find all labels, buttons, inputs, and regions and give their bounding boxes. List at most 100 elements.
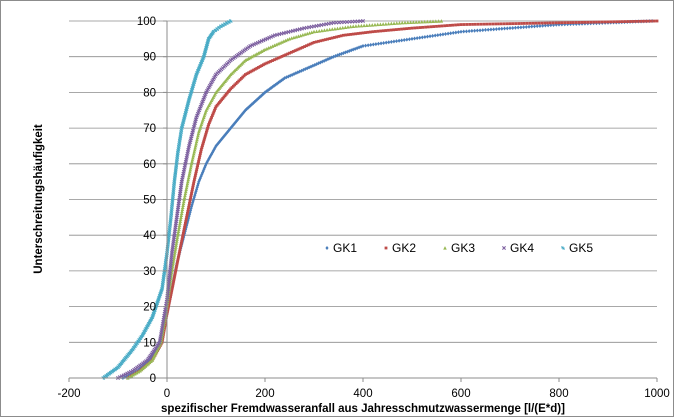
data-point-gk3 [378,22,383,26]
data-point-gk5 [189,89,194,94]
data-point-gk2 [195,168,199,172]
data-point-gk3 [185,183,189,188]
data-point-gk2 [189,194,193,197]
data-point-gk2 [344,33,348,37]
data-point-gk2 [511,22,515,26]
data-point-gk2 [258,65,262,68]
data-point-gk3 [188,167,193,172]
data-point-gk2 [303,45,306,48]
data-point-gk2 [177,251,181,255]
data-point-gk1 [462,29,466,34]
data-point-gk5 [156,297,161,302]
data-point-gk1 [456,30,461,35]
data-point-gk2 [595,20,598,24]
data-point-gk2 [160,340,164,344]
data-point-gk3 [343,25,348,30]
data-point-gk3 [384,22,388,26]
data-point-gk2 [278,55,282,59]
data-point-gk5 [201,56,205,61]
data-point-gk3 [346,25,350,29]
data-point-gk1 [441,32,445,37]
data-point-gk2 [174,267,178,271]
data-point-gk3 [183,189,188,194]
data-point-gk5 [218,24,223,29]
data-point-gk3 [436,19,441,23]
data-point-gk2 [280,55,284,58]
data-point-gk2 [407,26,411,30]
data-point-gk3 [189,163,193,168]
data-point-gk3 [375,22,380,27]
data-point-gk2 [569,21,572,24]
data-point-gk1 [489,27,493,32]
data-point-gk2 [537,21,541,25]
data-point-gk2 [413,26,417,30]
data-point-gk1 [376,41,381,46]
data-point-gk2 [203,136,207,140]
data-point-gk2 [644,19,647,23]
data-point-gk3 [191,151,196,156]
data-point-gk2 [497,22,500,26]
data-point-gk3 [246,56,251,61]
data-point-gk1 [382,40,386,45]
data-point-gk2 [257,66,260,69]
data-point-gk2 [597,20,601,24]
data-point-gk3 [356,24,361,28]
data-point-gk3 [317,29,322,33]
data-point-gk2 [170,287,174,291]
data-point-gk5 [195,70,200,75]
data-point-gk1 [335,53,340,58]
data-point-gk2 [252,68,255,72]
data-point-gk2 [410,26,414,30]
data-point-gk1 [438,32,442,37]
data-point-gk2 [381,29,385,33]
data-point-gk3 [314,29,319,33]
data-point-gk1 [522,25,526,30]
data-point-gk1 [275,81,279,86]
data-point-gk1 [502,26,507,31]
data-point-gk3 [136,369,141,374]
data-point-gk1 [473,28,477,33]
data-point-gk1 [449,31,453,36]
data-point-gk5 [211,29,216,34]
data-point-gk5 [190,86,195,90]
legend-marker-gk1 [325,246,329,250]
data-point-gk1 [494,27,498,32]
data-point-gk1 [389,39,393,44]
data-point-gk1 [420,35,424,40]
data-point-gk3 [362,23,366,28]
data-point-gk2 [293,49,297,53]
data-point-gk2 [623,20,627,23]
data-point-gk1 [324,57,328,62]
data-point-gk2 [364,31,367,35]
data-point-gk2 [282,54,286,58]
data-point-gk3 [183,193,187,198]
data-point-gk2 [465,23,469,26]
data-point-gk2 [205,128,209,132]
data-point-gk5 [198,63,202,68]
data-point-gk2 [505,22,509,26]
data-point-gk5 [149,317,154,321]
data-point-gk1 [410,36,414,41]
data-point-gk2 [335,35,339,39]
data-point-gk5 [188,93,193,98]
data-point-gk3 [320,28,324,33]
data-point-gk5 [182,116,187,121]
data-point-gk2 [546,21,549,25]
y-tick-label: 20 [143,302,156,314]
data-point-gk2 [201,142,205,146]
data-point-gk2 [618,20,621,24]
data-point-gk3 [200,119,205,123]
data-point-gk2 [299,46,303,50]
data-point-gk5 [189,88,194,92]
data-point-gk3 [199,122,204,127]
data-point-gk2 [195,166,199,169]
data-point-gk2 [354,32,358,36]
data-point-gk2 [421,25,425,29]
data-point-gk2 [554,21,558,25]
data-point-gk1 [392,39,396,44]
data-point-gk3 [400,20,404,25]
data-point-gk5 [153,306,158,311]
data-point-gk3 [181,203,185,208]
y-tick-label: 80 [143,87,156,99]
data-point-gk5 [205,42,210,47]
